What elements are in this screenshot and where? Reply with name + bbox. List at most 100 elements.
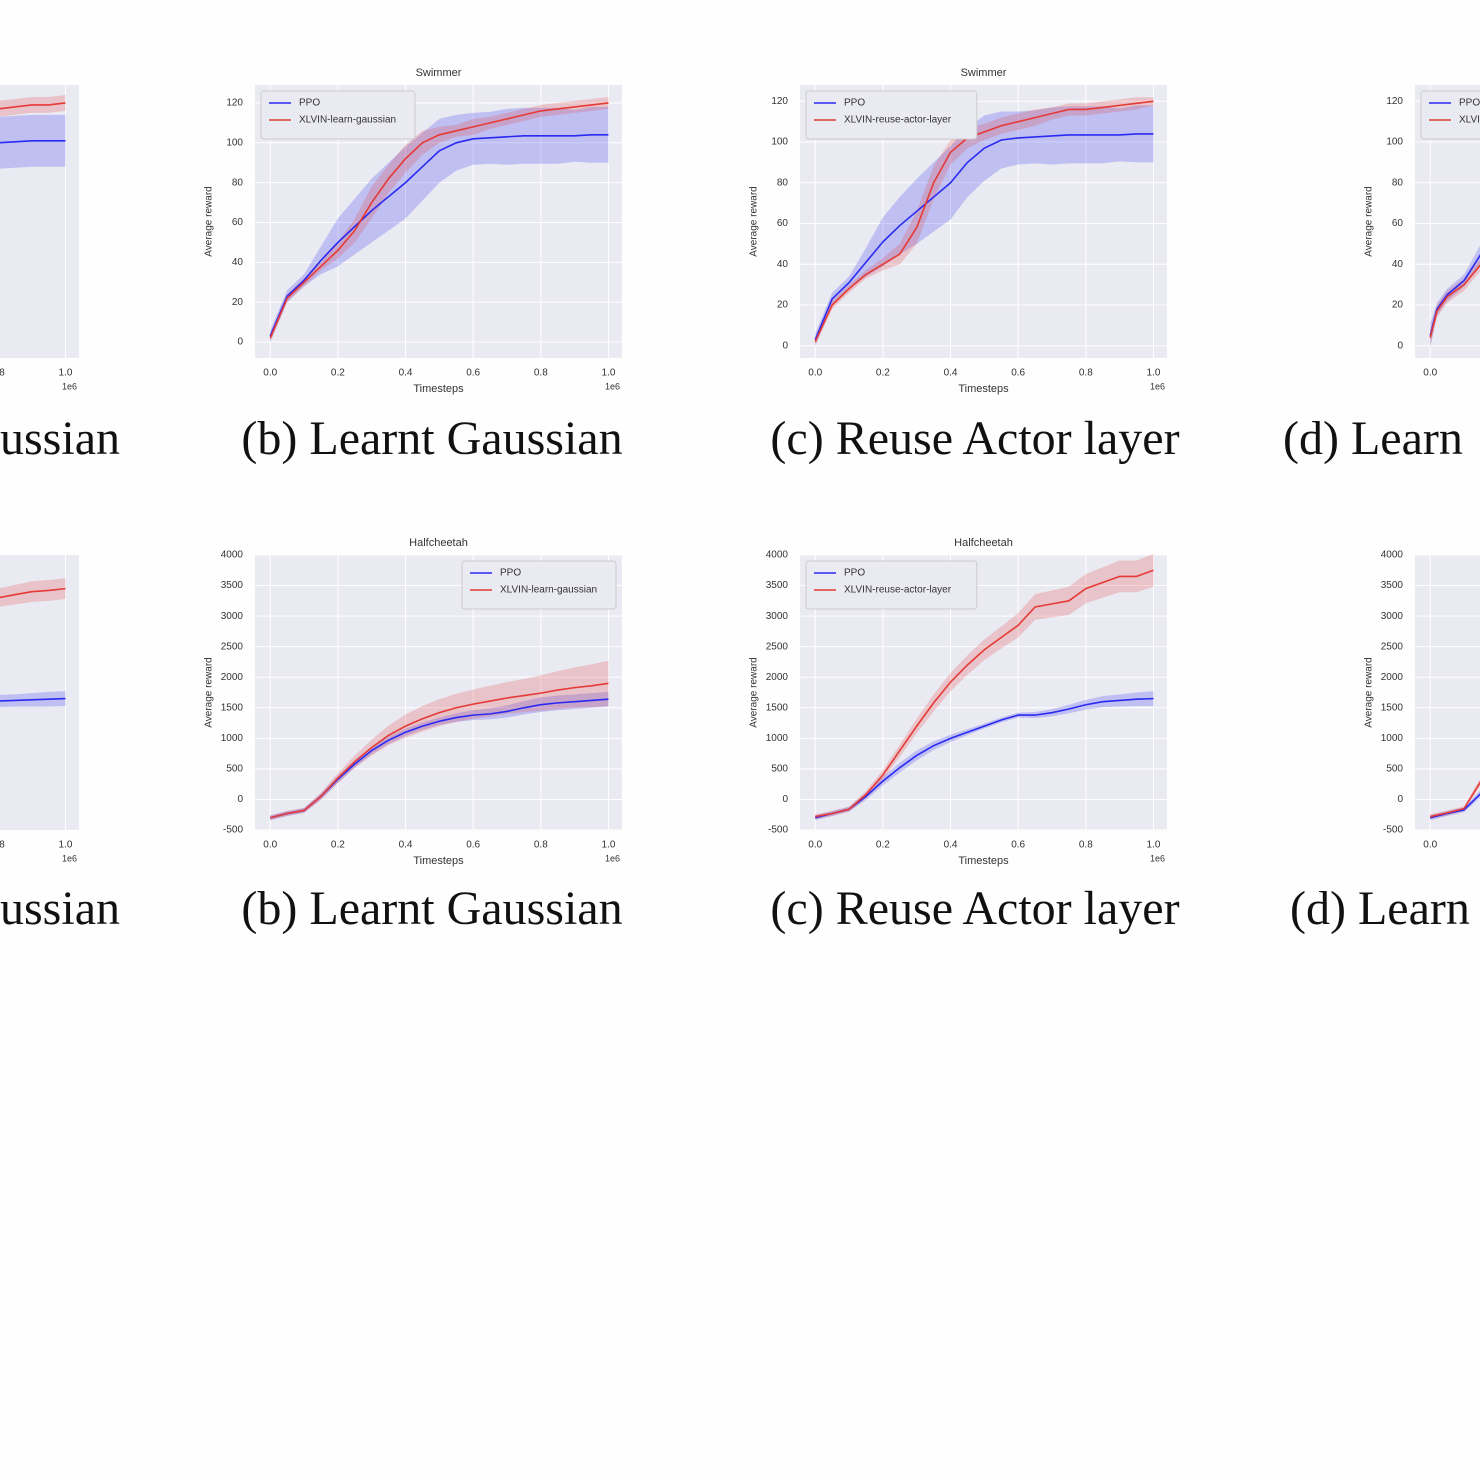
y-tick-label: 60 xyxy=(232,217,244,228)
caption: (c) Reuse Actor layer xyxy=(770,882,1179,935)
y-tick-label: -500 xyxy=(768,825,788,836)
y-tick-label: 500 xyxy=(1386,764,1403,775)
x-tick-label: 0.6 xyxy=(466,368,480,379)
x-tick-label: 0.8 xyxy=(1079,368,1093,379)
y-tick-label: 2000 xyxy=(1381,672,1404,683)
y-tick-label: 500 xyxy=(226,764,243,775)
x-tick-label: 0.4 xyxy=(944,368,958,379)
y-tick-label: 1500 xyxy=(766,702,789,713)
x-offset-label: 1e6 xyxy=(62,381,77,391)
y-tick-label: 500 xyxy=(771,764,788,775)
y-tick-label: 100 xyxy=(226,137,243,148)
y-tick-label: 4000 xyxy=(1381,550,1404,561)
y-tick-label: 60 xyxy=(777,218,789,229)
y-tick-label: 3000 xyxy=(1381,611,1404,622)
y-tick-label: 80 xyxy=(1392,177,1404,188)
x-tick-label: 0.8 xyxy=(1079,840,1093,851)
series-line xyxy=(815,569,1154,818)
y-tick-label: -500 xyxy=(1383,825,1403,836)
x-tick-label: 0.8 xyxy=(0,840,5,851)
y-tick-label: 0 xyxy=(1397,340,1403,351)
y-tick-label: 100 xyxy=(771,137,788,148)
y-tick-label: 60 xyxy=(1392,218,1404,229)
x-tick-label: 0.0 xyxy=(263,840,277,851)
legend-label: PPO xyxy=(844,568,865,579)
y-axis-label: Average reward xyxy=(204,657,215,727)
y-tick-label: 80 xyxy=(232,177,244,188)
y-tick-label: 40 xyxy=(1392,259,1404,270)
y-tick-label: 1000 xyxy=(766,733,789,744)
series-line xyxy=(814,100,1154,343)
legend-label: XLVIN xyxy=(1459,115,1480,126)
error-band xyxy=(1430,245,1480,348)
series-line xyxy=(0,139,66,144)
error-band xyxy=(270,691,609,821)
y-tick-label: 3500 xyxy=(1381,580,1404,591)
chart-title: Halfcheetah xyxy=(409,537,468,549)
y-tick-label: 3500 xyxy=(766,580,789,591)
error-band xyxy=(815,553,1154,819)
x-tick-label: 0.6 xyxy=(466,840,480,851)
caption: (d) Learn xyxy=(1290,882,1470,935)
series-line xyxy=(1430,781,1480,818)
y-tick-label: 120 xyxy=(1386,96,1403,107)
chart-panel: 0.0 0.2 0.4 0.6 0.8 1.0 -500 0 500 1000 1500 2000 25… xyxy=(204,537,623,935)
caption: (c) Reuse Actor layer xyxy=(770,412,1179,465)
y-tick-label: 2000 xyxy=(766,672,789,683)
legend-label: PPO xyxy=(299,98,320,109)
legend-label: PPO xyxy=(1459,98,1480,109)
y-tick-label: 120 xyxy=(226,98,243,109)
x-tick-label: 0.0 xyxy=(263,368,277,379)
y-tick-label: 1500 xyxy=(221,702,244,713)
x-tick-label: 0.8 xyxy=(534,368,548,379)
y-tick-label: 20 xyxy=(777,300,789,311)
chart-title: Swimmer xyxy=(961,67,1007,79)
chart-panel: 0.8 1.0 1e6 ussian xyxy=(0,555,120,935)
y-tick-label: 2000 xyxy=(221,672,244,683)
plot-background xyxy=(1415,555,1480,830)
series-line xyxy=(0,102,66,110)
series-line xyxy=(815,697,1154,819)
error-band xyxy=(270,106,609,343)
x-offset-label: 1e6 xyxy=(1150,853,1165,863)
x-offset-label: 1e6 xyxy=(62,853,77,863)
chart-panel: 0.0 0.2 0.4 0.6 0.8 1.0 0 20 40 60 80 100 120 PPO XLVI… xyxy=(204,67,623,465)
x-tick-label: 0.4 xyxy=(944,840,958,851)
x-tick-label: 1.0 xyxy=(602,368,616,379)
x-tick-label: 0.8 xyxy=(534,840,548,851)
y-tick-label: 0 xyxy=(1397,794,1403,805)
x-offset-label: 1e6 xyxy=(605,381,620,391)
legend-label: XLVIN-learn-gaussian xyxy=(500,585,597,596)
x-tick-label: 0.0 xyxy=(808,840,822,851)
legend-label: XLVIN-reuse-actor-layer xyxy=(844,585,952,596)
chart-panel: 0.8 1.0 1e6 ussian xyxy=(0,85,120,465)
x-tick-label: 1.0 xyxy=(1147,840,1161,851)
legend-box xyxy=(461,560,617,610)
y-tick-label: -500 xyxy=(223,825,243,836)
x-tick-label: 1.0 xyxy=(602,840,616,851)
x-tick-label: 1.0 xyxy=(1147,368,1161,379)
legend-label: PPO xyxy=(500,568,521,579)
y-tick-label: 0 xyxy=(237,337,243,348)
legend-label: PPO xyxy=(844,98,865,109)
y-axis-label: Average reward xyxy=(1364,186,1375,256)
y-tick-label: 40 xyxy=(777,259,789,270)
x-tick-label: 0.4 xyxy=(399,840,413,851)
y-tick-label: 1000 xyxy=(1381,733,1404,744)
y-tick-label: 0 xyxy=(237,794,243,805)
x-tick-label: 0.0 xyxy=(808,368,822,379)
legend-box xyxy=(805,90,978,140)
y-tick-label: 80 xyxy=(777,177,789,188)
y-tick-label: 3000 xyxy=(221,611,244,622)
x-offset-label: 1e6 xyxy=(1150,381,1165,391)
x-tick-label: 0.0 xyxy=(1423,840,1437,851)
error-band xyxy=(0,114,66,169)
caption: ussian xyxy=(0,412,120,465)
series-line xyxy=(0,587,66,599)
y-axis-label: Average reward xyxy=(749,657,760,727)
series-line xyxy=(270,682,609,819)
chart-panel: 0.0 0 20 40 60 80 100 120 PPO XLVIN Average reward… xyxy=(1283,85,1480,465)
y-tick-label: 4000 xyxy=(766,550,789,561)
